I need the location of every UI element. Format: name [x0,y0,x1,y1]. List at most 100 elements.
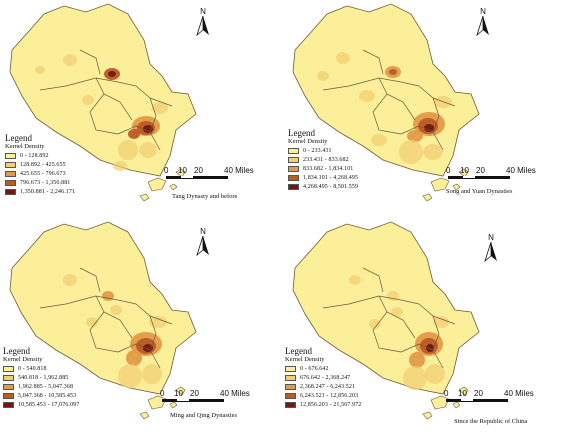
legend-range-label: 425.655 - 796.673 [20,170,66,177]
density-hotspot-4 [426,344,434,352]
north-arrow-icon [476,15,489,37]
scale-segment [194,176,228,179]
density-hotspot-9 [349,275,361,285]
scale-tick-label: 10 [460,166,469,175]
scale-segment [166,176,180,179]
district-boundary-7 [79,267,101,293]
legend-swatch [5,170,16,177]
legend-item: 676.642 - 2,368.247 [285,373,361,382]
panel-caption: Ming and Qing Dynasties [170,412,237,419]
density-hotspot-6 [407,130,423,142]
island-1 [430,395,450,410]
district-boundary-6 [149,97,173,107]
legend-item: 10,585.453 - 17,076.097 [3,401,79,410]
kernel-density-map [9,221,197,420]
district-boundary-3 [372,93,402,135]
legend-item: 2,368.247 - 6,243.521 [285,382,361,391]
density-hotspot-5 [143,125,153,133]
legend-range-label: 796.673 - 1,350.881 [20,180,71,187]
scale-segment [460,399,474,402]
legend-subtitle: Kernel Density [5,143,45,150]
scale-segment [180,176,194,179]
legend-swatch [5,161,16,168]
legend-item: 233.431 - 833.682 [288,155,358,164]
scale-segment [176,399,190,402]
density-hotspot-1 [102,291,114,301]
district-boundary-3 [89,311,119,353]
density-hotspot-2 [108,71,116,77]
legend-range-label: 0 - 233.431 [303,147,332,154]
map-legend: Legend Kernel Density 0 - 540.818 540.818… [3,346,79,410]
legend-swatch [5,180,16,187]
density-hotspot-11 [110,305,122,315]
north-label: N [480,7,486,16]
density-hotspot-10 [359,90,375,102]
island-2 [175,386,186,396]
map-legend: Legend Kernel Density 0 - 128.892 128.892… [5,133,75,197]
scale-segment [462,176,476,179]
legend-item: 12,856.203 - 21,567.972 [285,401,361,410]
legend-subtitle: Kernel Density [3,356,43,363]
island-2 [458,386,469,396]
density-hotspot-7 [399,140,423,164]
legend-swatch [285,402,296,409]
district-boundary-7 [362,267,384,293]
legend-swatch [3,393,14,400]
legend-item: 796.673 - 1,350.881 [5,179,75,188]
legend-title: Legend [285,346,312,356]
density-hotspot-11 [317,71,329,81]
legend-title: Legend [288,128,315,138]
legend-swatch [288,184,299,191]
density-hotspot-5 [126,350,142,366]
legend-item: 4,268.495 - 8,501.559 [288,183,358,192]
legend-item: 0 - 676.642 [285,364,361,373]
legend-subtitle: Kernel Density [288,138,328,145]
scale-segment [190,399,224,402]
density-hotspot-10 [152,102,168,114]
kernel-density-map [9,3,197,202]
legend-item: 1,962.885 - 5,047.368 [3,382,79,391]
legend-subtitle: Kernel Density [285,356,325,363]
district-boundary-5 [135,303,157,351]
density-hotspot-8 [423,144,443,160]
district-boundary-2 [95,295,133,339]
island-4 [422,411,433,420]
scale-tick-label: 20 [476,166,485,175]
legend-swatch [3,383,14,390]
island-4 [422,193,433,202]
legend-item: 540.818 - 1,962.885 [3,373,79,382]
district-boundary-4 [117,343,161,369]
legend-range-label: 676.642 - 2,368.247 [300,374,351,381]
density-hotspot-4 [143,344,153,352]
density-hotspot-9 [63,274,77,286]
density-hotspot-11 [63,54,77,66]
density-hotspot-9 [336,52,350,64]
legend-range-label: 1,962.885 - 5,047.368 [18,383,74,390]
north-arrow-icon [484,241,497,263]
legend-item: 128.892 - 425.655 [5,160,75,169]
scale-bar: 0 10 20 40 Miles [444,389,548,402]
scale-tick-label: 20 [190,389,199,398]
density-map-panel-4: N Legend Kernel Density 0 - 676.642 676.6… [283,218,563,434]
north-arrow-icon [196,15,209,37]
density-map-panel-1: N Legend Kernel Density 0 - 128.892 128.8… [0,0,280,216]
legend-swatch [5,189,16,196]
island-3 [169,183,178,191]
legend-title: Legend [5,133,32,143]
north-label: N [200,7,206,16]
district-boundary-5 [135,85,157,133]
scale-tick-label: 40 Miles [504,389,534,398]
island-1 [430,177,450,192]
legend-range-label: 1,834.101 - 4,268.495 [303,175,359,182]
scale-tick-label: 0 [446,166,451,175]
legend-item: 5,047.368 - 10,585.453 [3,392,79,401]
legend-swatch [288,175,299,182]
legend-item: 0 - 233.431 [288,146,358,155]
scale-bar: 0 10 20 40 Miles [160,389,264,402]
density-hotspot-6 [118,364,142,388]
district-boundary-5 [418,85,440,133]
island-3 [169,401,178,409]
scale-tick-label: 0 [164,166,169,175]
legend-range-label: 4,268.495 - 8,501.559 [303,184,359,191]
density-hotspot-7 [142,364,162,384]
